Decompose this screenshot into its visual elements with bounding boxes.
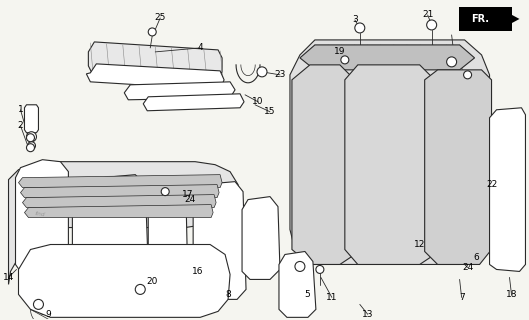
Circle shape [355, 23, 365, 33]
Polygon shape [19, 175, 222, 188]
Circle shape [463, 71, 471, 79]
Polygon shape [24, 105, 39, 133]
Text: 4: 4 [197, 44, 203, 52]
Circle shape [26, 144, 34, 152]
Text: 15: 15 [264, 107, 276, 116]
Polygon shape [21, 185, 219, 197]
Polygon shape [345, 65, 435, 264]
Text: 12: 12 [414, 240, 425, 249]
Text: 8: 8 [225, 290, 231, 299]
Polygon shape [279, 252, 316, 317]
FancyBboxPatch shape [459, 7, 513, 31]
Text: 2: 2 [17, 121, 23, 130]
Polygon shape [88, 42, 222, 80]
Text: 17: 17 [183, 190, 194, 199]
Text: 20: 20 [147, 277, 158, 286]
Polygon shape [15, 160, 68, 279]
Text: 11: 11 [326, 293, 338, 302]
Circle shape [33, 300, 43, 309]
Text: 23: 23 [274, 70, 286, 79]
Text: 13: 13 [362, 310, 373, 319]
Text: 25: 25 [154, 13, 166, 22]
Text: find: find [35, 212, 46, 218]
Text: 10: 10 [252, 97, 264, 106]
Polygon shape [23, 195, 216, 208]
Polygon shape [124, 82, 235, 100]
Text: 9: 9 [45, 310, 51, 319]
Polygon shape [290, 40, 489, 264]
Circle shape [135, 284, 145, 294]
Text: 1: 1 [17, 105, 23, 114]
Circle shape [161, 188, 169, 196]
Text: 7: 7 [459, 293, 464, 302]
Text: 5: 5 [304, 290, 310, 299]
Polygon shape [489, 108, 525, 271]
Text: 19: 19 [334, 47, 345, 56]
Circle shape [446, 57, 457, 67]
Circle shape [427, 20, 436, 30]
Circle shape [26, 134, 34, 142]
Polygon shape [19, 244, 230, 317]
Text: 3: 3 [352, 15, 358, 24]
Polygon shape [86, 64, 224, 90]
Polygon shape [72, 175, 148, 279]
Polygon shape [300, 45, 475, 70]
Polygon shape [292, 65, 355, 264]
Polygon shape [242, 196, 280, 279]
Polygon shape [8, 162, 240, 314]
Text: 16: 16 [193, 267, 204, 276]
Circle shape [257, 67, 267, 77]
Polygon shape [506, 12, 519, 26]
Polygon shape [489, 125, 522, 218]
Text: 14: 14 [3, 273, 14, 282]
Text: 21: 21 [422, 11, 433, 20]
Circle shape [26, 132, 37, 142]
Text: 6: 6 [473, 253, 479, 262]
Polygon shape [425, 70, 491, 264]
Circle shape [341, 56, 349, 64]
Circle shape [295, 261, 305, 271]
Text: FR.: FR. [471, 14, 489, 24]
Polygon shape [143, 94, 244, 111]
Text: 24: 24 [185, 195, 196, 204]
Text: 18: 18 [506, 290, 517, 299]
Text: 24: 24 [462, 263, 473, 272]
Text: 22: 22 [486, 180, 497, 189]
Polygon shape [148, 196, 188, 303]
Polygon shape [24, 204, 213, 218]
Circle shape [28, 142, 35, 150]
Circle shape [148, 28, 156, 36]
Polygon shape [193, 182, 246, 300]
Circle shape [316, 266, 324, 274]
